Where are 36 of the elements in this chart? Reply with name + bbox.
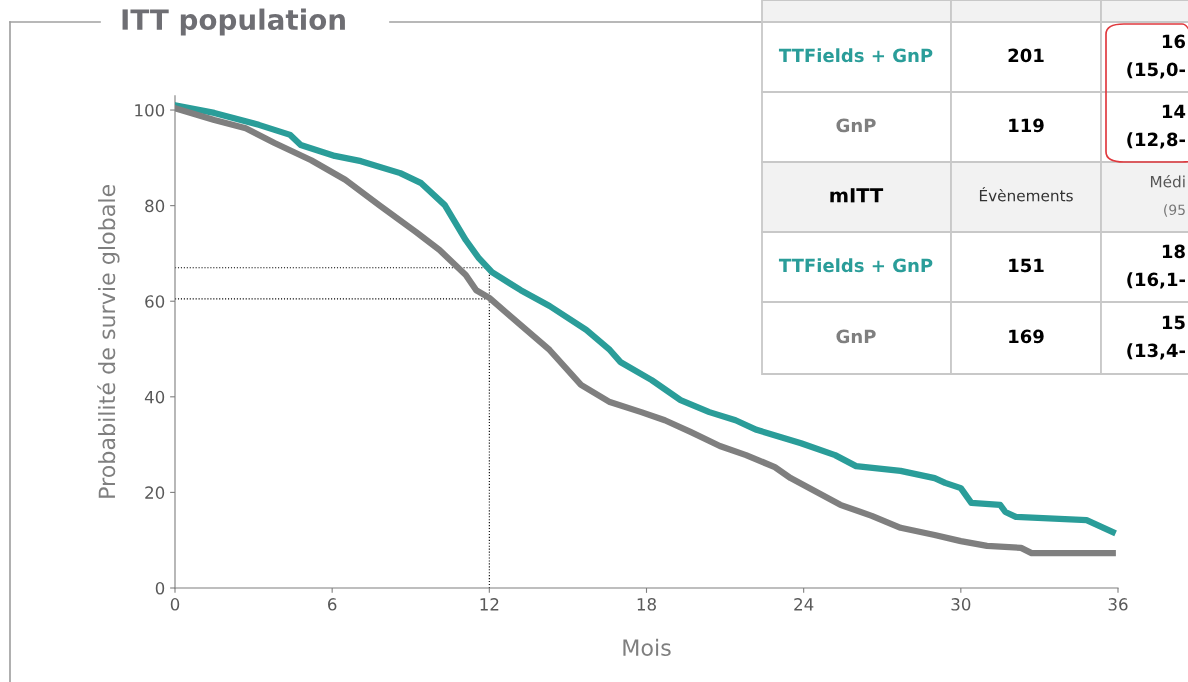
x-tick-label: 0 (170, 598, 180, 611)
annotation: TTFields + GnP (778, 258, 933, 273)
y-tick-label: 40 (144, 390, 165, 404)
x-axis-title: Mois (623, 638, 671, 657)
y-tick-label: 60 (145, 295, 165, 308)
text: TTFields + GnP (778, 48, 933, 63)
y-tick-label: 20 (145, 486, 165, 499)
text: (13,4- (1127, 343, 1186, 360)
y-axis-title: Probabilité de survie globale (97, 184, 120, 498)
annotation: 169 (1009, 329, 1044, 344)
text: (12,8- (1127, 132, 1186, 149)
text: 18 (1162, 244, 1185, 259)
y-tick-label: 80 (145, 199, 165, 213)
y-tick-label: 100 (135, 104, 165, 117)
text: (16,1- (1127, 272, 1186, 289)
annotation: 151 (1009, 258, 1044, 273)
annotation: GnP (836, 329, 876, 344)
annotation: Évènements (979, 187, 1073, 202)
text: 201 (1008, 48, 1044, 63)
x-tick-label: 12 (480, 598, 499, 611)
text: Médi (1150, 175, 1185, 188)
x-tick-label: 6 (328, 598, 337, 611)
text: 14 (1162, 104, 1186, 118)
text: (15,0- (1127, 62, 1186, 79)
x-tick-label: 30 (951, 598, 971, 611)
chart-title: ITT population (122, 8, 345, 36)
text: (95 (1164, 204, 1185, 217)
y-tick-label: 0 (155, 581, 165, 595)
x-tick-label: 18 (637, 598, 656, 611)
text: 15 (1162, 315, 1185, 330)
annotation: mITT (830, 188, 884, 203)
x-tick-label: 24 (794, 598, 814, 611)
text: 16 (1162, 34, 1186, 49)
x-tick-label: 36 (1108, 598, 1128, 611)
annotation: GnP (836, 118, 876, 133)
annotation: 119 (1009, 118, 1044, 133)
